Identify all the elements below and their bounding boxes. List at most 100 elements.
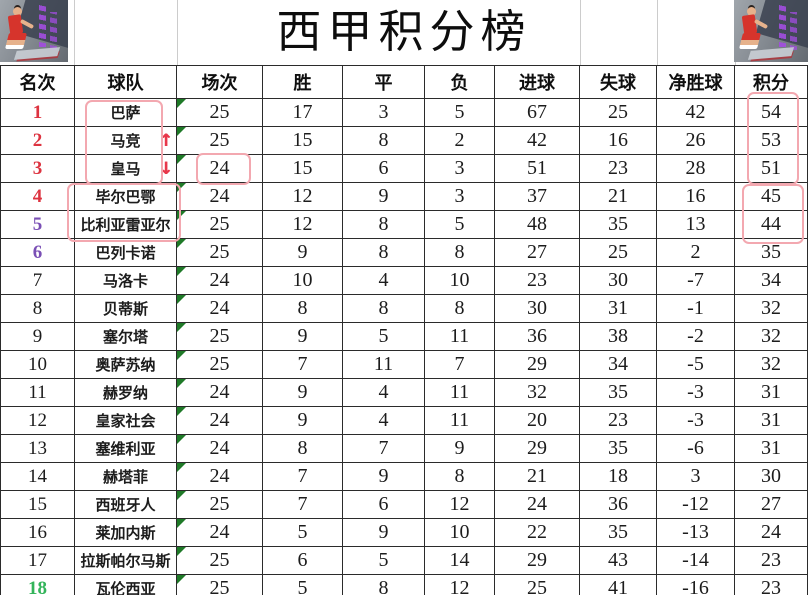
losses-cell[interactable]: 3 xyxy=(425,183,495,211)
team-cell[interactable]: 瓦伦西亚 xyxy=(75,575,177,595)
wins-cell[interactable]: 7 xyxy=(263,491,343,519)
draws-cell[interactable]: 4 xyxy=(343,379,425,407)
losses-cell[interactable]: 5 xyxy=(425,99,495,127)
draws-cell[interactable]: 5 xyxy=(343,547,425,575)
rank-cell[interactable]: 8 xyxy=(1,295,75,323)
losses-cell[interactable]: 11 xyxy=(425,407,495,435)
team-cell[interactable]: 马竞 ↑ xyxy=(75,127,177,155)
played-cell[interactable]: 24 xyxy=(177,183,263,211)
goals-for-cell[interactable]: 29 xyxy=(495,547,580,575)
draws-cell[interactable]: 6 xyxy=(343,155,425,183)
losses-cell[interactable]: 2 xyxy=(425,127,495,155)
points-cell[interactable]: 24 xyxy=(735,519,808,547)
points-cell[interactable]: 51 xyxy=(735,155,808,183)
losses-cell[interactable]: 3 xyxy=(425,155,495,183)
points-cell[interactable]: 31 xyxy=(735,407,808,435)
goals-against-cell[interactable]: 38 xyxy=(580,323,657,351)
losses-cell[interactable]: 12 xyxy=(425,575,495,595)
played-cell[interactable]: 25 xyxy=(177,211,263,239)
points-cell[interactable]: 23 xyxy=(735,547,808,575)
rank-cell[interactable]: 13 xyxy=(1,435,75,463)
losses-cell[interactable]: 9 xyxy=(425,435,495,463)
goals-for-cell[interactable]: 25 xyxy=(495,575,580,595)
points-cell[interactable]: 32 xyxy=(735,295,808,323)
header-draws[interactable]: 平 xyxy=(343,66,425,99)
rank-cell[interactable]: 3 xyxy=(1,155,75,183)
goals-for-cell[interactable]: 29 xyxy=(495,435,580,463)
goals-for-cell[interactable]: 32 xyxy=(495,379,580,407)
goal-diff-cell[interactable]: -16 xyxy=(657,575,735,595)
goal-diff-cell[interactable]: 2 xyxy=(657,239,735,267)
goals-for-cell[interactable]: 22 xyxy=(495,519,580,547)
points-cell[interactable]: 30 xyxy=(735,463,808,491)
draws-cell[interactable]: 8 xyxy=(343,127,425,155)
played-cell[interactable]: 24 xyxy=(177,407,263,435)
draws-cell[interactable]: 3 xyxy=(343,99,425,127)
goals-for-cell[interactable]: 30 xyxy=(495,295,580,323)
wins-cell[interactable]: 15 xyxy=(263,127,343,155)
played-cell[interactable]: 24 xyxy=(177,295,263,323)
rank-cell[interactable]: 14 xyxy=(1,463,75,491)
goal-diff-cell[interactable]: 13 xyxy=(657,211,735,239)
team-cell[interactable]: 赫塔菲 xyxy=(75,463,177,491)
losses-cell[interactable]: 10 xyxy=(425,267,495,295)
draws-cell[interactable]: 9 xyxy=(343,463,425,491)
team-cell[interactable]: 塞维利亚 xyxy=(75,435,177,463)
goals-against-cell[interactable]: 16 xyxy=(580,127,657,155)
rank-cell[interactable]: 16 xyxy=(1,519,75,547)
draws-cell[interactable]: 4 xyxy=(343,267,425,295)
goal-diff-cell[interactable]: -13 xyxy=(657,519,735,547)
played-cell[interactable]: 25 xyxy=(177,127,263,155)
played-cell[interactable]: 25 xyxy=(177,99,263,127)
wins-cell[interactable]: 15 xyxy=(263,155,343,183)
draws-cell[interactable]: 4 xyxy=(343,407,425,435)
losses-cell[interactable]: 11 xyxy=(425,323,495,351)
goals-against-cell[interactable]: 41 xyxy=(580,575,657,595)
wins-cell[interactable]: 9 xyxy=(263,379,343,407)
played-cell[interactable]: 25 xyxy=(177,547,263,575)
rank-cell[interactable]: 6 xyxy=(1,239,75,267)
goals-for-cell[interactable]: 42 xyxy=(495,127,580,155)
goals-for-cell[interactable]: 27 xyxy=(495,239,580,267)
points-cell[interactable]: 45 xyxy=(735,183,808,211)
goal-diff-cell[interactable]: 16 xyxy=(657,183,735,211)
played-cell[interactable]: 24 xyxy=(177,463,263,491)
goals-for-cell[interactable]: 36 xyxy=(495,323,580,351)
losses-cell[interactable]: 10 xyxy=(425,519,495,547)
wins-cell[interactable]: 6 xyxy=(263,547,343,575)
goals-against-cell[interactable]: 31 xyxy=(580,295,657,323)
played-cell[interactable]: 24 xyxy=(177,155,263,183)
team-cell[interactable]: 巴萨 xyxy=(75,99,177,127)
goal-diff-cell[interactable]: 28 xyxy=(657,155,735,183)
points-cell[interactable]: 54 xyxy=(735,99,808,127)
draws-cell[interactable]: 9 xyxy=(343,519,425,547)
goals-against-cell[interactable]: 35 xyxy=(580,211,657,239)
rank-cell[interactable]: 12 xyxy=(1,407,75,435)
points-cell[interactable]: 27 xyxy=(735,491,808,519)
team-cell[interactable]: 莱加内斯 xyxy=(75,519,177,547)
goal-diff-cell[interactable]: 26 xyxy=(657,127,735,155)
rank-cell[interactable]: 11 xyxy=(1,379,75,407)
goal-diff-cell[interactable]: -5 xyxy=(657,351,735,379)
team-cell[interactable]: 巴列卡诺 xyxy=(75,239,177,267)
goals-for-cell[interactable]: 24 xyxy=(495,491,580,519)
rank-cell[interactable]: 15 xyxy=(1,491,75,519)
goals-for-cell[interactable]: 67 xyxy=(495,99,580,127)
goal-diff-cell[interactable]: 42 xyxy=(657,99,735,127)
team-cell[interactable]: 皇马 ↓ xyxy=(75,155,177,183)
goals-for-cell[interactable]: 21 xyxy=(495,463,580,491)
wins-cell[interactable]: 7 xyxy=(263,351,343,379)
points-cell[interactable]: 34 xyxy=(735,267,808,295)
goal-diff-cell[interactable]: 3 xyxy=(657,463,735,491)
wins-cell[interactable]: 8 xyxy=(263,295,343,323)
header-losses[interactable]: 负 xyxy=(425,66,495,99)
goals-against-cell[interactable]: 25 xyxy=(580,239,657,267)
points-cell[interactable]: 53 xyxy=(735,127,808,155)
header-goals-against[interactable]: 失球 xyxy=(580,66,657,99)
points-cell[interactable]: 31 xyxy=(735,379,808,407)
played-cell[interactable]: 25 xyxy=(177,239,263,267)
played-cell[interactable]: 25 xyxy=(177,323,263,351)
header-rank[interactable]: 名次 xyxy=(1,66,75,99)
points-cell[interactable]: 32 xyxy=(735,351,808,379)
points-cell[interactable]: 35 xyxy=(735,239,808,267)
